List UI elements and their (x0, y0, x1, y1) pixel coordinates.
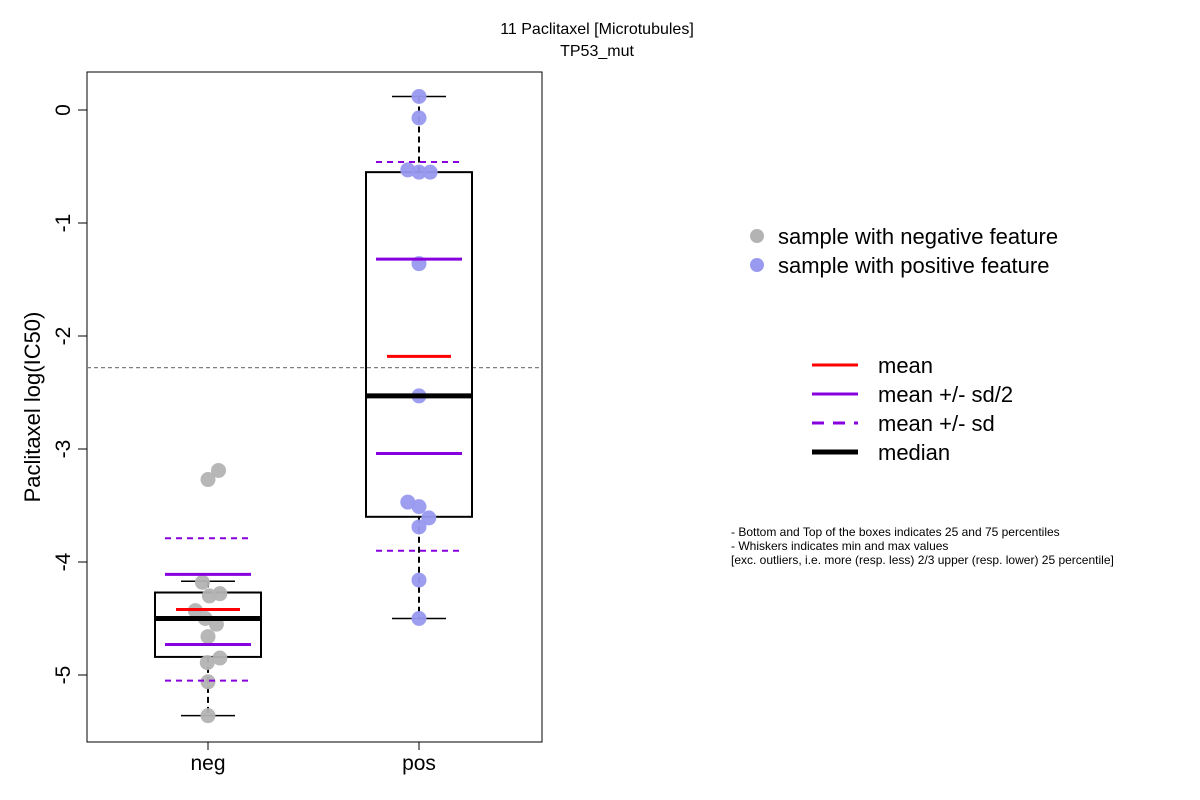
data-point-pos (422, 164, 438, 180)
data-point-neg (200, 472, 216, 488)
data-point-pos (411, 164, 427, 180)
data-point-pos (421, 510, 437, 526)
legend-line-label: median (878, 440, 950, 465)
y-tick-label: -2 (52, 327, 75, 346)
data-point-pos (411, 572, 427, 588)
data-point-neg (194, 574, 210, 590)
data-point-neg (212, 650, 228, 666)
data-point-pos (400, 162, 416, 178)
data-point-pos (411, 519, 427, 535)
footnote-line: - Whiskers indicates min and max values (731, 539, 948, 553)
legend-line-label: mean +/- sd (878, 411, 995, 436)
y-tick-label: -3 (52, 440, 75, 459)
data-point-neg (200, 629, 216, 645)
legend-lines: mean mean +/- sd/2 mean +/- sd median (812, 353, 1013, 465)
legend-points: sample with negative feature sample with … (750, 224, 1058, 278)
data-point-pos (411, 611, 427, 626)
x-tick-label-neg: neg (190, 752, 225, 775)
y-tick-label: -1 (52, 214, 75, 233)
legend-point-marker (750, 229, 764, 243)
footnote-line: - Bottom and Top of the boxes indicates … (731, 525, 1060, 539)
legend-point-label: sample with positive feature (778, 253, 1049, 278)
y-axis-title: Paclitaxel log(IC50) (20, 312, 45, 503)
y-tick-label: 0 (52, 104, 75, 116)
y-tick-label: -5 (52, 666, 75, 685)
footnote-line: [exc. outliers, i.e. more (resp. less) 2… (731, 553, 1114, 567)
chart-title: 11 Paclitaxel [Microtubules] (500, 21, 694, 38)
legend-point-marker (750, 258, 764, 272)
data-point-neg (200, 708, 216, 724)
data-point-pos (411, 110, 427, 126)
footnotes: - Bottom and Top of the boxes indicates … (731, 525, 1114, 567)
legend-line-label: mean (878, 353, 933, 378)
x-tick-label-pos: pos (402, 752, 436, 775)
data-point-pos (411, 88, 427, 104)
data-point-neg (211, 462, 226, 478)
data-point-neg (201, 588, 217, 604)
box (365, 171, 473, 518)
legend-line-label: mean +/- sd/2 (878, 382, 1013, 407)
data-point-neg (200, 674, 216, 690)
legend-point-label: sample with negative feature (778, 224, 1058, 249)
chart-subtitle: TP53_mut (560, 43, 634, 60)
data-point-pos (411, 499, 427, 515)
plot-frame (86, 71, 543, 743)
data-point-neg (199, 655, 215, 671)
y-tick-label: -4 (52, 552, 75, 571)
plot-area: 0 -1 -2 -3 -4 -5 neg pos (52, 71, 543, 775)
